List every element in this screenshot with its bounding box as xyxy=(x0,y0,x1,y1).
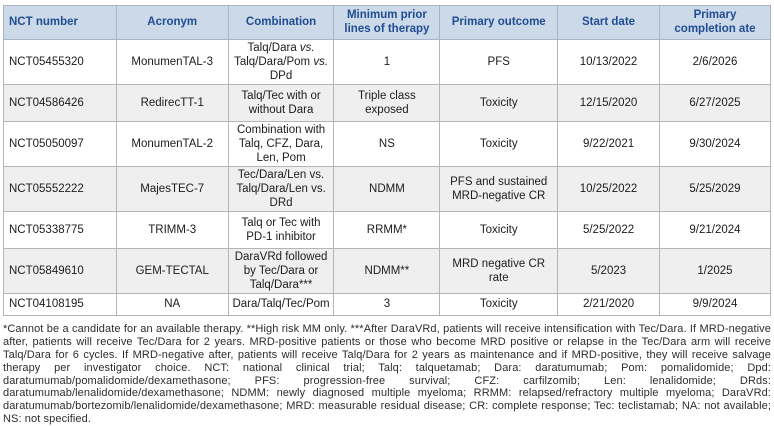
cell-min-prior-lines: Triple class exposed xyxy=(333,83,441,122)
cell-combination: Talq or Tec with PD-1 inhibitor xyxy=(227,210,335,249)
cell-acronym: MonumenTAL-2 xyxy=(115,120,229,167)
cell-nct-number: NCT05455320 xyxy=(3,38,117,85)
cell-primary-completion: 6/27/2025 xyxy=(658,83,772,122)
cell-combination: Talq/Dara vs. Talq/Dara/Pom vs. DPd xyxy=(227,38,335,85)
cell-primary-outcome: PFS xyxy=(439,38,559,85)
cell-primary-outcome: Toxicity xyxy=(439,120,559,167)
cell-start-date: 10/25/2022 xyxy=(557,165,660,212)
cell-nct-number: NCT05849610 xyxy=(3,247,117,294)
cell-primary-outcome: Toxicity xyxy=(439,83,559,122)
cell-combination: DaraVRd followed by Tec/Dara or Talq/Dar… xyxy=(227,247,335,294)
cell-primary-outcome: Toxicity xyxy=(439,210,559,249)
cell-primary-outcome: MRD negative CR rate xyxy=(439,247,559,294)
cell-start-date: 9/22/2021 xyxy=(557,120,660,167)
cell-min-prior-lines: NS xyxy=(333,120,441,167)
table-row: NCT05050097 MonumenTAL-2 Combination wit… xyxy=(3,120,772,167)
cell-min-prior-lines: 1 xyxy=(333,38,441,85)
cell-start-date: 2/21/2020 xyxy=(557,292,660,316)
cell-primary-completion: 9/9/2024 xyxy=(658,292,772,316)
cell-min-prior-lines: RRMM* xyxy=(333,210,441,249)
cell-combination: Talq/Tec with or without Dara xyxy=(227,83,335,122)
column-header-nct-number: NCT number xyxy=(3,5,117,40)
table-row: NCT04108195 NA Dara/Talq/Tec/Pom 3 Toxic… xyxy=(3,292,772,316)
cell-acronym: MonumenTAL-3 xyxy=(115,38,229,85)
cell-combination: Combination with Talq, CFZ, Dara, Len, P… xyxy=(227,120,335,167)
cell-nct-number: NCT05050097 xyxy=(3,120,117,167)
cell-combination: Dara/Talq/Tec/Pom xyxy=(227,292,335,316)
cell-primary-completion: 2/6/2026 xyxy=(658,38,772,85)
cell-start-date: 12/15/2020 xyxy=(557,83,660,122)
cell-start-date: 5/25/2022 xyxy=(557,210,660,249)
cell-nct-number: NCT05552222 xyxy=(3,165,117,212)
cell-acronym: NA xyxy=(115,292,229,316)
cell-acronym: TRIMM-3 xyxy=(115,210,229,249)
cell-primary-completion: 9/21/2024 xyxy=(658,210,772,249)
column-header-primary-outcome: Primary outcome xyxy=(439,5,559,40)
cell-primary-completion: 5/25/2029 xyxy=(658,165,772,212)
cell-primary-completion: 1/2025 xyxy=(658,247,772,294)
cell-primary-completion: 9/30/2024 xyxy=(658,120,772,167)
table-row: NCT04586426 RedirecTT-1 Talq/Tec with or… xyxy=(3,83,772,122)
cell-combination: Tec/Dara/Len vs. Talq/Dara/Len vs. DRd xyxy=(227,165,335,212)
column-header-min-prior-lines: Minimum prior lines of therapy xyxy=(333,5,441,40)
column-header-acronym: Acronym xyxy=(115,5,229,40)
table-row: NCT05455320 MonumenTAL-3 Talq/Dara vs. T… xyxy=(3,38,772,85)
table-row: NCT05849610 GEM-TECTAL DaraVRd followed … xyxy=(3,247,772,294)
page: NCT number Acronym Combination Minimum p… xyxy=(3,5,772,426)
cell-primary-outcome: PFS and sustained MRD-negative CR xyxy=(439,165,559,212)
cell-nct-number: NCT05338775 xyxy=(3,210,117,249)
cell-acronym: RedirecTT-1 xyxy=(115,83,229,122)
cell-acronym: MajesTEC-7 xyxy=(115,165,229,212)
cell-min-prior-lines: NDMM xyxy=(333,165,441,212)
table-row: NCT05338775 TRIMM-3 Talq or Tec with PD-… xyxy=(3,210,772,249)
footnote: *Cannot be a candidate for an available … xyxy=(3,322,771,426)
cell-acronym: GEM-TECTAL xyxy=(115,247,229,294)
cell-min-prior-lines: NDMM** xyxy=(333,247,441,294)
column-header-combination: Combination xyxy=(227,5,335,40)
cell-min-prior-lines: 3 xyxy=(333,292,441,316)
table-row: NCT05552222 MajesTEC-7 Tec/Dara/Len vs. … xyxy=(3,165,772,212)
cell-nct-number: NCT04586426 xyxy=(3,83,117,122)
cell-start-date: 10/13/2022 xyxy=(557,38,660,85)
clinical-trials-table: NCT number Acronym Combination Minimum p… xyxy=(3,5,772,316)
column-header-primary-completion: Primary completion ate xyxy=(658,5,772,40)
cell-start-date: 5/2023 xyxy=(557,247,660,294)
cell-primary-outcome: Toxicity xyxy=(439,292,559,316)
column-header-start-date: Start date xyxy=(557,5,660,40)
cell-nct-number: NCT04108195 xyxy=(3,292,117,316)
header-row: NCT number Acronym Combination Minimum p… xyxy=(3,5,772,40)
